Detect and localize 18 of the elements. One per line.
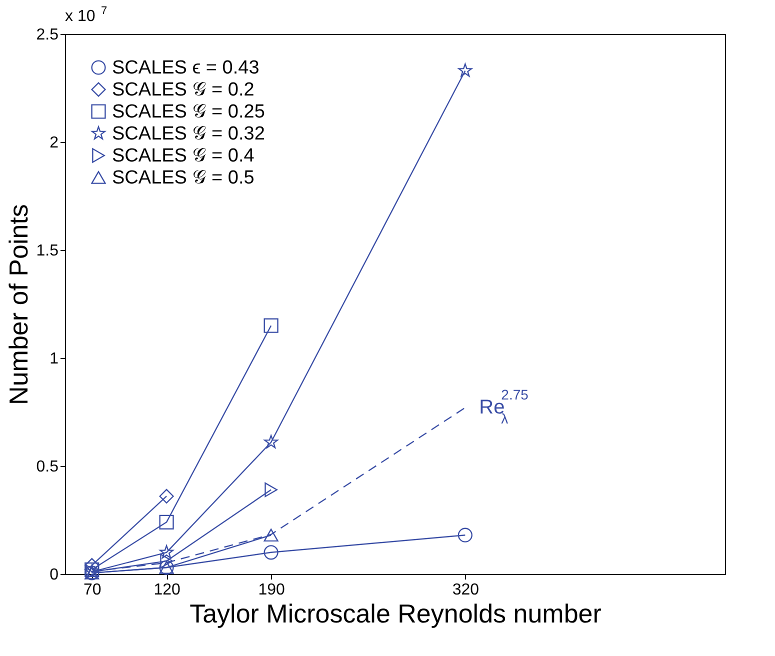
x-tick-label: 190 — [258, 582, 286, 598]
legend-label: SCALES ϵ = 0.43 — [112, 58, 260, 78]
y-tick-label: 2.5 — [36, 26, 59, 44]
x-axis-title: Taylor Microscale Reynolds number — [190, 598, 602, 628]
legend-label: SCALES 𝒢 = 0.2 — [112, 80, 254, 100]
legend-label: SCALES 𝒢 = 0.25 — [112, 102, 265, 122]
legend-label: SCALES 𝒢 = 0.32 — [112, 124, 265, 144]
x-tick-label: 320 — [452, 582, 480, 598]
y-tick-label: 0 — [50, 566, 59, 584]
legend-label: SCALES 𝒢 = 0.5 — [112, 168, 254, 188]
y-tick-label: 1.5 — [36, 242, 59, 260]
y-tick-label: 2 — [50, 134, 59, 152]
x-tick-label: 120 — [154, 582, 180, 598]
legend-label: SCALES 𝒢 = 0.4 — [112, 146, 255, 166]
y-tick-label: 1 — [50, 350, 59, 368]
y-axis-title: Number of Points — [3, 204, 34, 405]
y-tick-label: 0.5 — [36, 458, 59, 476]
x-tick-label: 70 — [83, 582, 102, 598]
